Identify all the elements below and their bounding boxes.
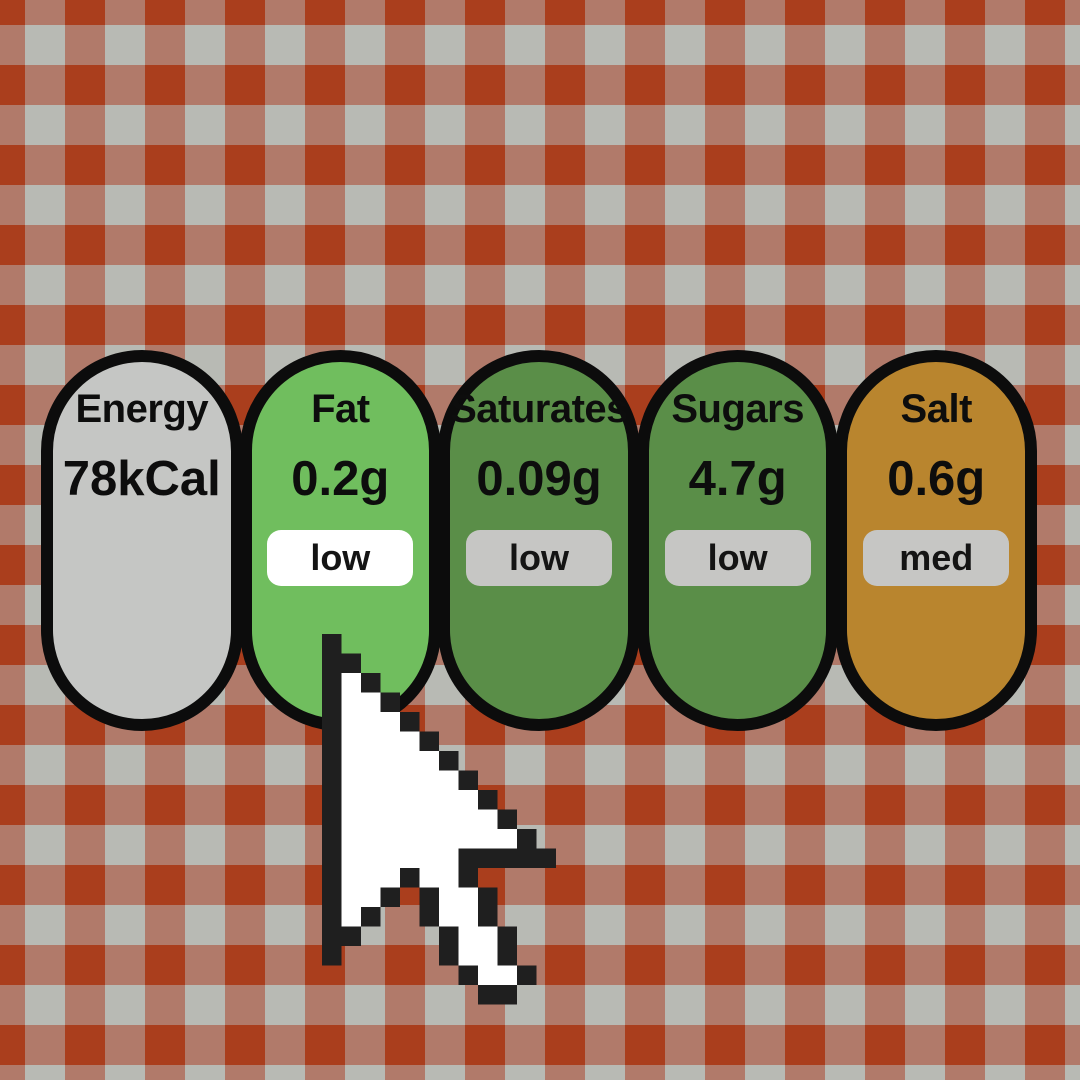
nutrient-name-label: Sugars: [671, 387, 804, 431]
nutrient-amount-value: 78kCal: [62, 452, 221, 506]
nutrient-amount-value: 0.09g: [476, 452, 602, 506]
nutrient-amount-value: 0.2g: [291, 452, 390, 506]
nutrient-amount-value: 0.6g: [887, 452, 986, 506]
mouse-cursor-icon: [322, 634, 556, 1005]
nutrient-name-label: Energy: [75, 387, 209, 431]
nutrient-name-label: Fat: [311, 387, 370, 431]
nutrient-level-badge: low: [267, 530, 414, 586]
nutrient-level-badge: low: [466, 530, 612, 586]
nutrition-pill-salt[interactable]: Salt 0.6g med: [835, 350, 1037, 731]
nutrient-amount-value: 4.7g: [688, 452, 787, 506]
nutrient-name-label: Saturates: [450, 387, 628, 431]
nutrition-traffic-light-row: Energy 78kCal Fat 0.2g low Saturates 0.0…: [41, 350, 1037, 731]
nutrient-level-badge: med: [863, 530, 1010, 586]
nutrient-name-label: Salt: [900, 387, 973, 431]
nutrient-level-badge: low: [664, 530, 811, 586]
nutrition-pill-sugars[interactable]: Sugars 4.7g low: [636, 350, 839, 731]
nutrition-pill-energy[interactable]: Energy 78kCal: [41, 350, 243, 731]
